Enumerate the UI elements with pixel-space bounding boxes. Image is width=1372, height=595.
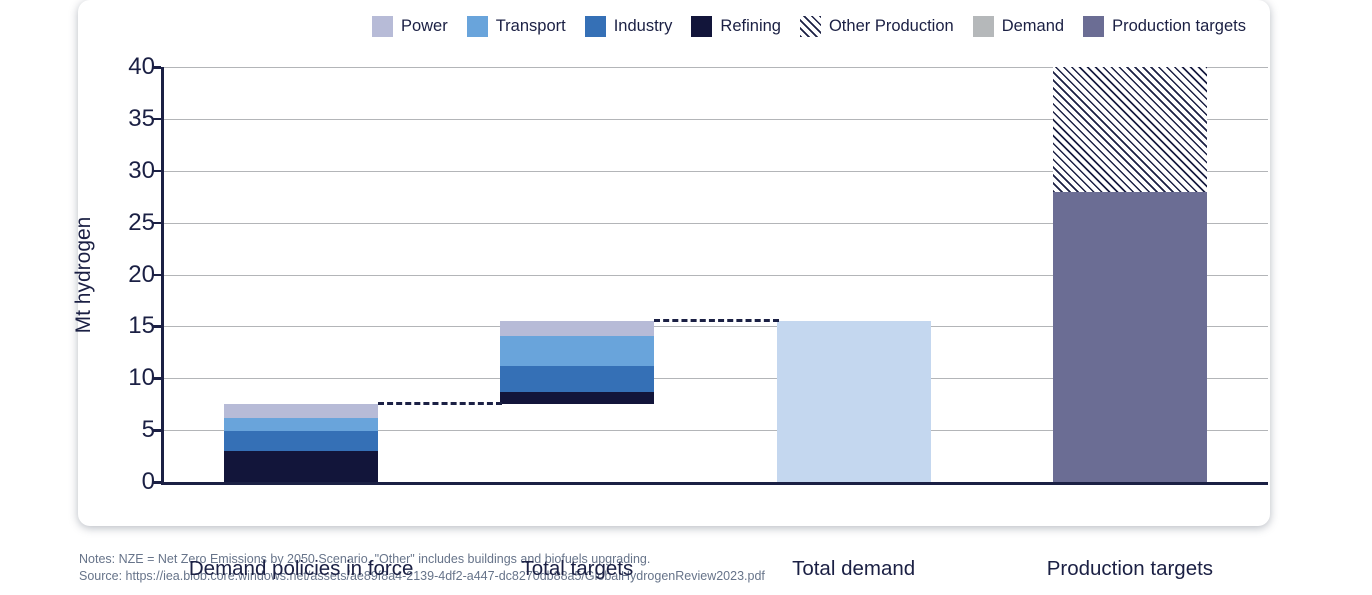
x-axis-line — [161, 482, 1268, 485]
x-axis-label-total-demand: Total demand — [792, 557, 916, 580]
legend-item-refining: Refining — [691, 15, 781, 37]
legend-item-power: Power — [371, 15, 448, 37]
y-tick-label: 20 — [128, 260, 155, 288]
legend-swatch-other-production-icon — [799, 15, 821, 37]
y-tick-label: 5 — [141, 416, 155, 444]
legend-item-demand: Demand — [972, 15, 1065, 37]
waterfall-connector — [654, 319, 779, 323]
plot-area: Mt hydrogen 0 5 10 15 20 25 30 35 40 Demand polic… — [72, 55, 1268, 580]
gridline — [163, 170, 1268, 172]
y-tick-mark — [153, 221, 161, 225]
bar-segment-power — [224, 404, 379, 418]
y-tick-mark — [153, 169, 161, 173]
bar-segment-demand — [776, 321, 931, 482]
gridline — [163, 430, 1268, 432]
bar-segment-other-production — [1052, 67, 1207, 192]
y-tick-mark — [153, 429, 161, 432]
legend-label: Power — [400, 16, 448, 35]
bar-segment-refining — [500, 391, 655, 405]
legend-label: Production targets — [1112, 16, 1246, 35]
y-tick-mark — [153, 66, 161, 69]
legend-swatch-production-targets-icon — [1083, 15, 1105, 37]
legend-label: Other Production — [828, 16, 954, 35]
y-tick-label: 30 — [128, 156, 155, 184]
legend-item-production-targets: Production targets — [1083, 15, 1246, 37]
bar-segment-power — [500, 321, 655, 336]
y-tick-label: 10 — [128, 364, 155, 392]
y-tick-label: 40 — [128, 53, 155, 80]
gridline — [163, 378, 1268, 380]
bar-segment-transport — [224, 417, 379, 432]
y-axis-line — [161, 67, 164, 482]
bar-segment-transport — [500, 335, 655, 366]
chart-card: Power Transport Industry Refining Other Prod… — [72, 0, 1270, 580]
legend-label: Demand — [1001, 16, 1065, 35]
bar-segment-industry — [500, 365, 655, 392]
legend-swatch-demand-icon — [972, 15, 994, 37]
y-tick-mark — [153, 325, 161, 328]
x-axis-label-total-targets: Total targets — [521, 557, 634, 580]
chart-footnotes: Notes: NZE = Net Zero Emissions by 2050 … — [79, 551, 765, 584]
legend-label: Transport — [495, 16, 566, 35]
x-axis-label-production-targets: Production targets — [1046, 557, 1214, 580]
y-tick-mark — [153, 117, 161, 121]
bar-total-targets — [500, 67, 655, 482]
legend-item-other-production: Other Production — [799, 15, 954, 37]
legend-label: Industry — [613, 16, 673, 35]
legend-item-industry: Industry — [584, 15, 673, 37]
notes-line: Notes: NZE = Net Zero Emissions by 2050 … — [79, 552, 651, 566]
legend-item-transport: Transport — [466, 15, 566, 37]
source-line: Source: https://iea.blob.core.windows.ne… — [79, 568, 765, 583]
bar-segment-production-targets — [1052, 191, 1207, 482]
bar-segment-refining — [224, 450, 379, 482]
y-tick-label: 0 — [141, 468, 155, 495]
gridline — [163, 67, 1268, 68]
y-tick-label: 15 — [128, 312, 155, 340]
x-axis-label-demand-policies-in-force: Demand policies in force — [188, 557, 414, 580]
legend-swatch-industry-icon — [584, 15, 606, 37]
legend-label: Refining — [720, 16, 781, 35]
gridline — [163, 222, 1268, 224]
waterfall-connector — [378, 402, 503, 406]
gridline — [163, 274, 1268, 276]
bar-production-targets — [1052, 67, 1207, 482]
legend: Power Transport Industry Refining Other Prod… — [371, 13, 1246, 39]
y-tick-label: 35 — [128, 104, 155, 132]
bar-segment-industry — [224, 431, 379, 451]
legend-swatch-power-icon — [371, 15, 393, 37]
legend-swatch-refining-icon — [691, 15, 713, 37]
gridline — [163, 326, 1268, 328]
legend-swatch-transport-icon — [466, 15, 488, 37]
y-tick-label: 25 — [128, 208, 155, 236]
y-axis-title: Mt hydrogen — [72, 216, 95, 333]
bar-total-demand — [776, 67, 931, 482]
y-tick-mark — [153, 273, 161, 276]
y-tick-mark — [153, 481, 161, 484]
y-tick-mark — [153, 377, 161, 380]
bar-demand-policies-in-force — [224, 67, 379, 482]
gridline — [163, 118, 1268, 120]
